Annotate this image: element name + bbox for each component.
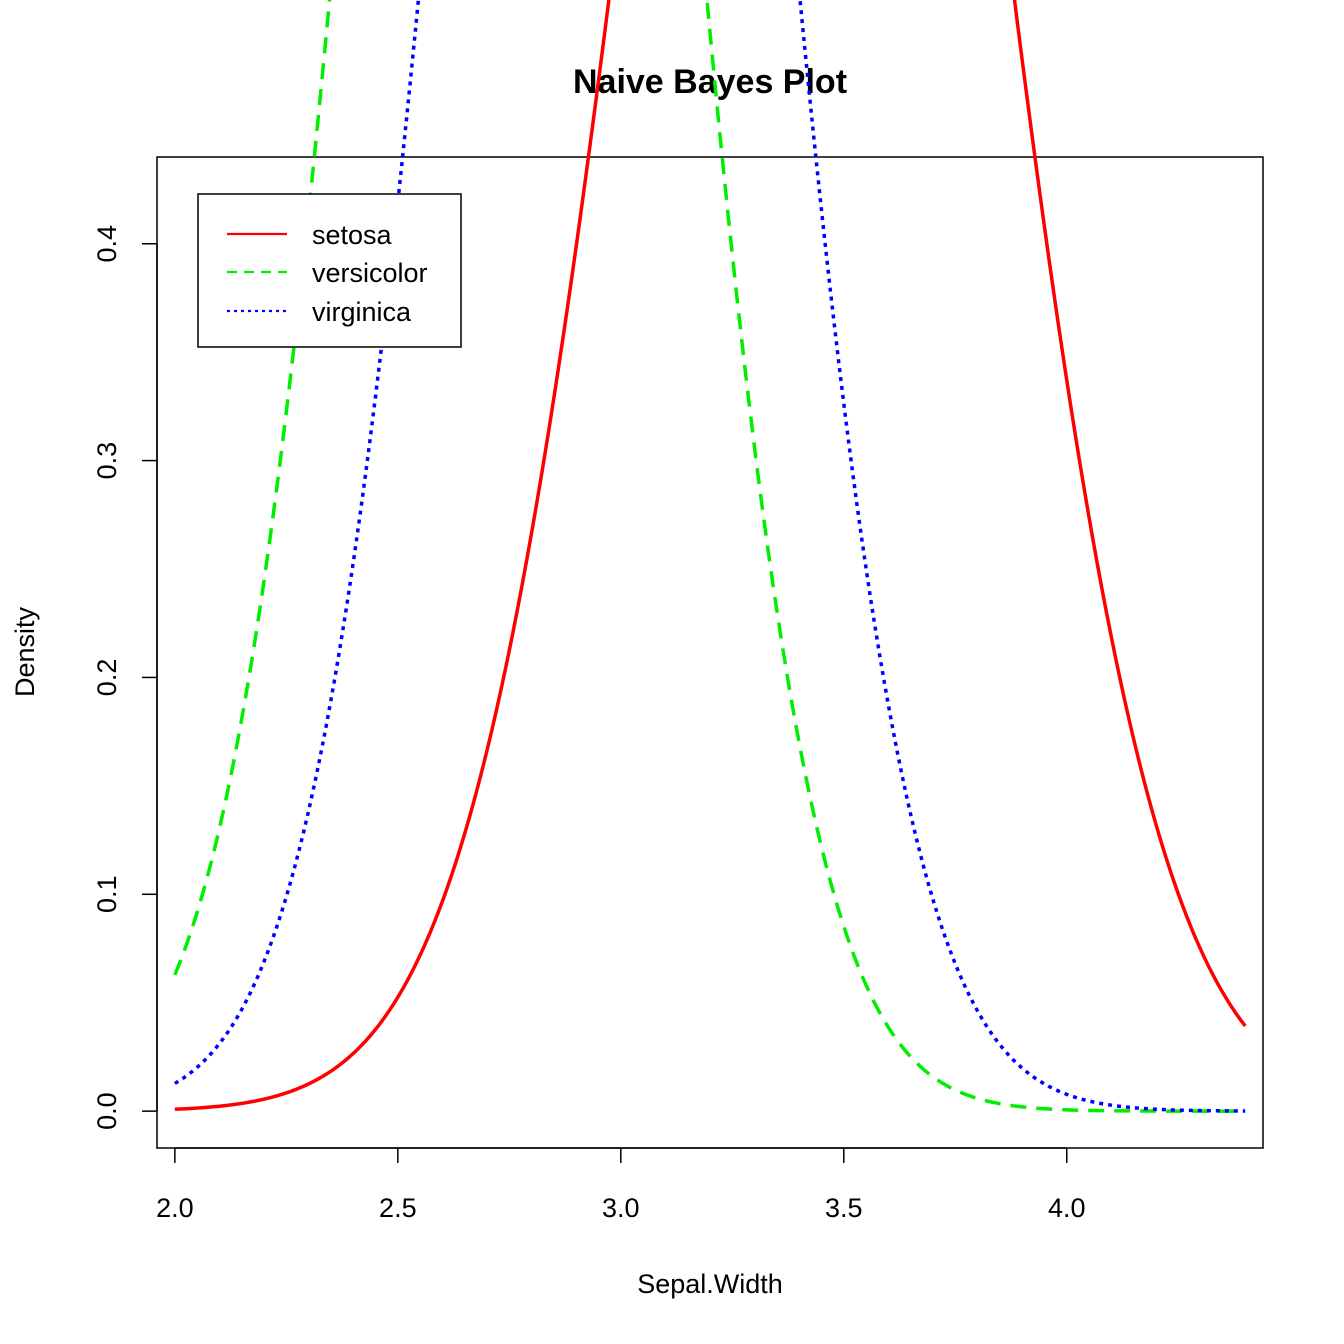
y-tick-label: 0.4	[92, 225, 122, 263]
legend-label-virginica: virginica	[312, 297, 412, 327]
y-axis-label: Density	[10, 606, 40, 697]
x-axis: 2.0 2.5 3.0 3.5 4.0	[156, 1147, 1086, 1223]
x-tick-label: 3.0	[602, 1193, 640, 1223]
chart-title: Naive Bayes Plot	[573, 63, 847, 101]
y-tick-label: 0.0	[92, 1092, 122, 1130]
series-line-versicolor	[173, 0, 1246, 1113]
legend-label-versicolor: versicolor	[312, 258, 428, 288]
y-axis: 0.0 0.1 0.2 0.3 0.4	[92, 225, 158, 1130]
legend-box	[197, 193, 462, 348]
series-line-virginica	[173, 0, 1246, 1113]
x-tick-label: 2.0	[156, 1193, 194, 1223]
y-tick-label: 0.2	[92, 659, 122, 697]
y-tick-label: 0.3	[92, 442, 122, 480]
y-tick-label: 0.1	[92, 876, 122, 914]
x-axis-label: Sepal.Width	[637, 1269, 783, 1299]
series-line-setosa	[174, 0, 1247, 1111]
series-layer	[173, 0, 1247, 1113]
x-tick-label: 3.5	[825, 1193, 863, 1223]
x-tick-label: 2.5	[379, 1193, 417, 1223]
legend: setosa versicolor virginica	[197, 193, 462, 348]
legend-label-setosa: setosa	[312, 220, 393, 250]
x-tick-label: 4.0	[1048, 1193, 1086, 1223]
